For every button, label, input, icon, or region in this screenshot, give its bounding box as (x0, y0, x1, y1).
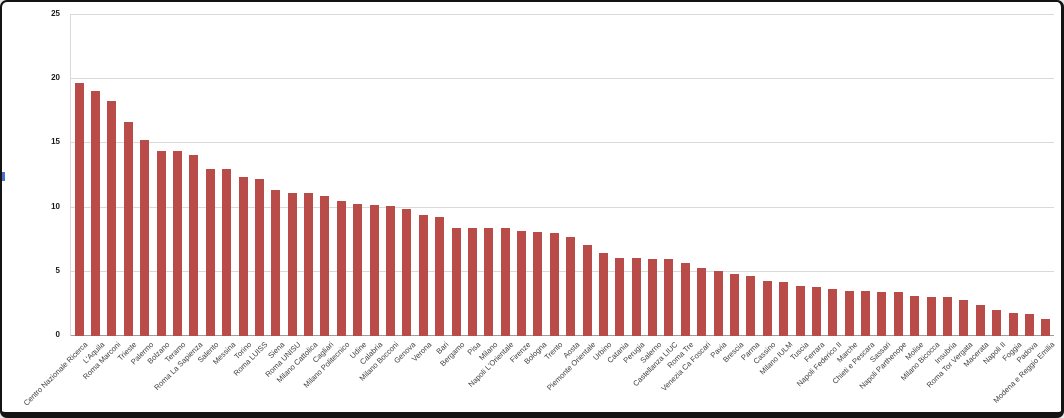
bar-cagliari (320, 196, 330, 336)
bar-firenze (517, 230, 527, 336)
bar-l-aquila (91, 90, 101, 336)
bar-castellanza-liuc (664, 258, 674, 336)
bar-roma-marconi (107, 101, 117, 336)
bar-torino (238, 176, 248, 336)
bar-perugia (631, 257, 641, 336)
gridline-y-5 (71, 270, 1054, 272)
bar-foggia (1008, 312, 1018, 336)
chart-side-handle[interactable] (2, 172, 5, 181)
bar-bolzano (156, 151, 166, 336)
gridline-y-15 (71, 142, 1054, 144)
y-tick-label: 0 (55, 330, 60, 339)
y-tick-label: 25 (51, 9, 60, 18)
bar-molise (910, 296, 920, 336)
bar-palermo (140, 139, 150, 336)
bar-tuscia (795, 285, 805, 336)
bar-calabria (369, 205, 379, 336)
bar-roma-tor-vergata (959, 300, 969, 336)
bar-messina (222, 169, 232, 336)
bar-chieti-e-pescara (861, 291, 871, 336)
bar-sassari (877, 292, 887, 336)
bar-napoli-ii (992, 310, 1002, 336)
bar-brescia (730, 274, 740, 336)
bar-venezia-ca-foscari (697, 267, 707, 336)
bar-napoli-parthenope (893, 292, 903, 336)
bar-padova (1024, 314, 1034, 336)
bar-macerata (975, 305, 985, 336)
bar-teramo (172, 151, 182, 336)
bar-milano (484, 228, 494, 336)
bar-pavia (713, 270, 723, 336)
bar-pisa (467, 228, 477, 336)
plot-area (70, 14, 1054, 336)
bar-roma-tre (680, 262, 690, 336)
gridline-y-20 (71, 78, 1054, 80)
bar-salento (205, 169, 215, 336)
bar-urbino (598, 252, 608, 336)
y-tick-label: 5 (55, 265, 60, 275)
y-tick-label: 15 (51, 137, 60, 147)
gridline-y-25 (71, 14, 1054, 15)
bar-roma-unisu (287, 193, 297, 336)
bar-napoli-l-orientale (500, 228, 510, 336)
bar-bergamo (451, 228, 461, 336)
bar-marche (844, 291, 854, 336)
bar-cassino (762, 280, 772, 336)
bar-udine (353, 203, 363, 336)
bar-ferrara (811, 287, 821, 336)
bar-centro-nazionale-ricerca (74, 83, 84, 336)
bar-milano-politecnico (336, 201, 346, 336)
bar-verona (418, 215, 428, 336)
bar-salerno (648, 258, 658, 336)
bar-piemonte-orientale (582, 244, 592, 336)
bar-siena (271, 189, 281, 336)
gridline-y-10 (71, 206, 1054, 208)
bar-genova (402, 208, 412, 336)
bar-roma-la-sapienza (189, 154, 199, 336)
bar-bari (435, 216, 445, 336)
bar-roma-luiss (254, 179, 264, 336)
y-tick-label: 10 (51, 201, 60, 211)
bar-catania (615, 257, 625, 336)
y-tick-label: 20 (51, 73, 60, 83)
x-axis-line (71, 335, 1054, 336)
bar-insubria (943, 297, 952, 336)
bar-bologna (533, 232, 543, 336)
bar-parma (746, 275, 756, 336)
bar-milano-bicocca (926, 297, 936, 336)
bar-trento (549, 233, 559, 336)
bar-napoli-federico-ii (828, 288, 838, 336)
bar-milano-iulm (779, 282, 789, 336)
bar-aosta (566, 237, 576, 336)
bar-trieste (123, 121, 133, 336)
bar-modena-e-reggio-emilia (1041, 319, 1051, 336)
bar-milano-cattolica (304, 193, 314, 336)
bar-milano-bocconi (385, 206, 395, 336)
